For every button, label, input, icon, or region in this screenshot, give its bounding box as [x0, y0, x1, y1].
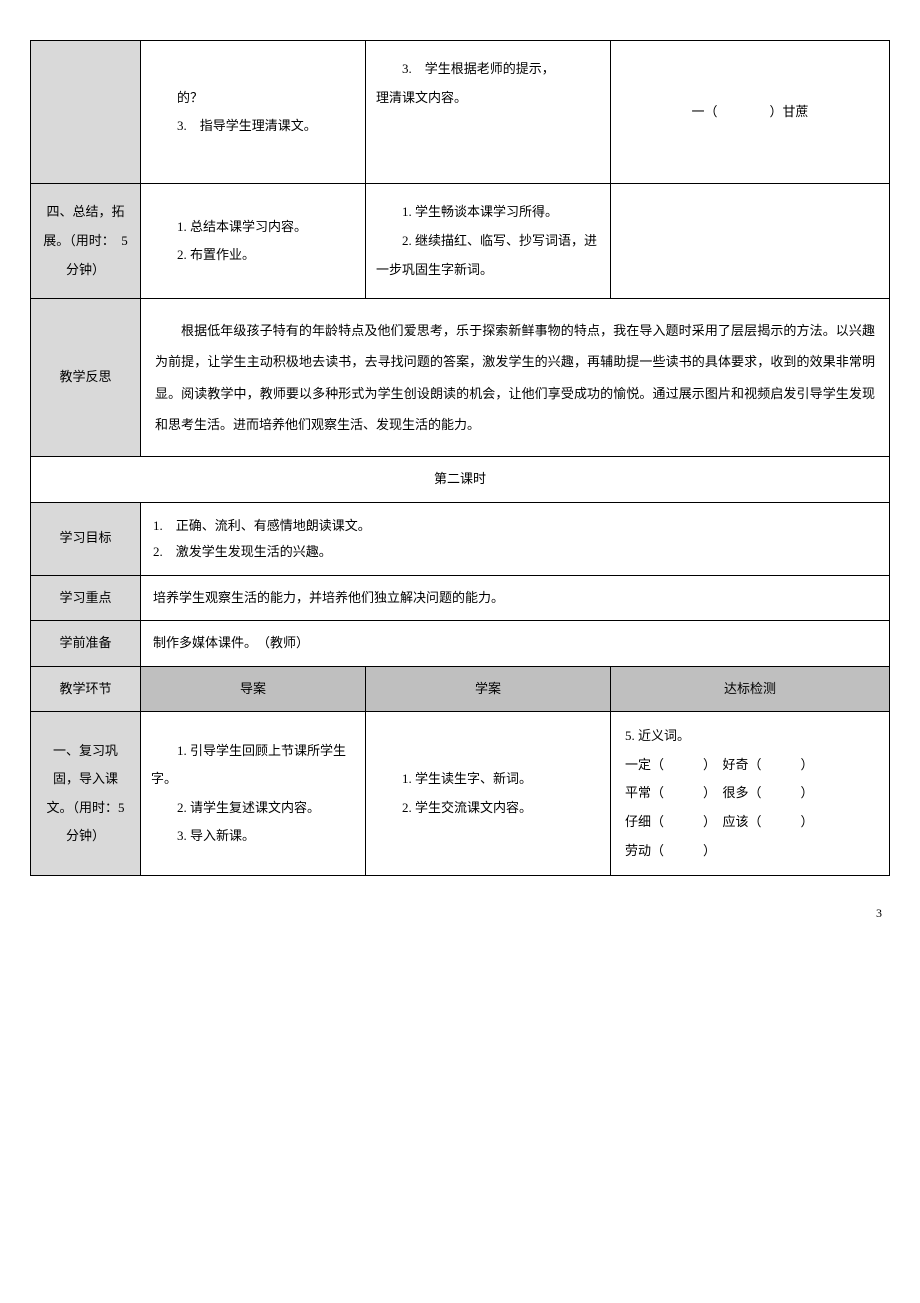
focus-text: 培养学生观察生活的能力，并培养他们独立解决问题的能力。 [153, 590, 504, 605]
reflect-cell: 根据低年级孩子特有的年龄特点及他们爱思考，乐于探索新鲜事物的特点，我在导入题时采… [141, 299, 890, 457]
page: 的？ 3. 指导学生理清课文。 3. 学生根据老师的提示， 理清课文内容。 一（… [30, 40, 890, 921]
table-row: 一、复习巩固，导入课文。（用时：5 分钟） 1. 引导学生回顾上节课所学生字。 … [31, 712, 890, 876]
table-row: 第二课时 [31, 456, 890, 502]
test-title: 5. 近义词。 [625, 722, 875, 751]
stage-label: 一、复习巩固，导入课文。（用时：5 分钟） [46, 743, 124, 844]
goal-label: 学习目标 [59, 530, 111, 545]
test-line: 平常（ ） 很多（ ） [625, 779, 875, 808]
case-text: 2. 学生交流课文内容。 [376, 794, 600, 823]
test-cell: 一（ ）甘蔗 [611, 41, 890, 184]
focus-label: 学习重点 [59, 590, 111, 605]
test-cell: 5. 近义词。 一定（ ） 好奇（ ） 平常（ ） 很多（ ） 仔细（ ） 应该… [611, 712, 890, 876]
focus-cell: 培养学生观察生活的能力，并培养他们独立解决问题的能力。 [141, 575, 890, 621]
goal-cell: 1. 正确、流利、有感情地朗读课文。 2. 激发学生发现生活的兴趣。 [141, 502, 890, 575]
header-case: 学案 [366, 666, 611, 712]
stage-label-cell: 四、总结，拓展。（用时： 5分钟） [31, 184, 141, 299]
guide-cell: 的？ 3. 指导学生理清课文。 [141, 41, 366, 184]
stage-label: 四、总结，拓展。（用时： 5分钟） [43, 204, 128, 276]
header-env: 教学环节 [31, 666, 141, 712]
case-cell: 1. 学生读生字、新词。 2. 学生交流课文内容。 [366, 712, 611, 876]
guide-text: 3. 导入新课。 [151, 822, 355, 851]
table-header-row: 教学环节 导案 学案 达标检测 [31, 666, 890, 712]
focus-label-cell: 学习重点 [31, 575, 141, 621]
header-label: 达标检测 [724, 681, 776, 696]
header-label: 学案 [475, 681, 501, 696]
lesson-title-cell: 第二课时 [31, 456, 890, 502]
guide-text: 1. 引导学生回顾上节课所学生字。 [151, 737, 355, 794]
stage-label-cell: 一、复习巩固，导入课文。（用时：5 分钟） [31, 712, 141, 876]
prep-text: 制作多媒体课件。 （教师） [153, 635, 309, 650]
case-cell: 3. 学生根据老师的提示， 理清课文内容。 [366, 41, 611, 184]
case-text: 3. 学生根据老师的提示， [376, 55, 600, 84]
reflect-text: 根据低年级孩子特有的年龄特点及他们爱思考，乐于探索新鲜事物的特点，我在导入题时采… [155, 315, 875, 440]
stage-label-cell [31, 41, 141, 184]
guide-text: 2. 布置作业。 [151, 241, 355, 270]
case-cell: 1. 学生畅谈本课学习所得。 2. 继续描红、临写、抄写词语，进一步巩固生字新词… [366, 184, 611, 299]
header-label: 教学环节 [59, 681, 111, 696]
header-test: 达标检测 [611, 666, 890, 712]
guide-cell: 1. 引导学生回顾上节课所学生字。 2. 请学生复述课文内容。 3. 导入新课。 [141, 712, 366, 876]
page-number: 3 [30, 906, 890, 921]
prep-label: 学前准备 [59, 635, 111, 650]
lesson-title: 第二课时 [434, 471, 486, 486]
header-label: 导案 [240, 681, 266, 696]
goal-label-cell: 学习目标 [31, 502, 141, 575]
guide-cell: 1. 总结本课学习内容。 2. 布置作业。 [141, 184, 366, 299]
test-cell [611, 184, 890, 299]
guide-text: 3. 指导学生理清课文。 [151, 112, 355, 141]
table-row: 学前准备 制作多媒体课件。 （教师） [31, 621, 890, 667]
case-text: 理清课文内容。 [376, 84, 600, 113]
goal-text: 2. 激发学生发现生活的兴趣。 [153, 539, 877, 565]
case-text: 2. 继续描红、临写、抄写词语，进一步巩固生字新词。 [376, 227, 600, 284]
prep-label-cell: 学前准备 [31, 621, 141, 667]
prep-cell: 制作多媒体课件。 （教师） [141, 621, 890, 667]
table-row: 学习重点 培养学生观察生活的能力，并培养他们独立解决问题的能力。 [31, 575, 890, 621]
table-row: 的？ 3. 指导学生理清课文。 3. 学生根据老师的提示， 理清课文内容。 一（… [31, 41, 890, 184]
guide-text: 2. 请学生复述课文内容。 [151, 794, 355, 823]
test-text: 一（ ）甘蔗 [621, 98, 879, 127]
test-line: 一定（ ） 好奇（ ） [625, 751, 875, 780]
goal-text: 1. 正确、流利、有感情地朗读课文。 [153, 513, 877, 539]
table-row: 学习目标 1. 正确、流利、有感情地朗读课文。 2. 激发学生发现生活的兴趣。 [31, 502, 890, 575]
reflect-label: 教学反思 [59, 369, 111, 384]
header-guide: 导案 [141, 666, 366, 712]
test-line: 仔细（ ） 应该（ ） [625, 808, 875, 837]
case-text: 1. 学生畅谈本课学习所得。 [376, 198, 600, 227]
case-text: 1. 学生读生字、新词。 [376, 765, 600, 794]
reflect-label-cell: 教学反思 [31, 299, 141, 457]
table-row: 教学反思 根据低年级孩子特有的年龄特点及他们爱思考，乐于探索新鲜事物的特点，我在… [31, 299, 890, 457]
guide-text: 的？ [151, 84, 355, 113]
guide-text: 1. 总结本课学习内容。 [151, 213, 355, 242]
lesson-plan-table: 的？ 3. 指导学生理清课文。 3. 学生根据老师的提示， 理清课文内容。 一（… [30, 40, 890, 876]
table-row: 四、总结，拓展。（用时： 5分钟） 1. 总结本课学习内容。 2. 布置作业。 … [31, 184, 890, 299]
test-line: 劳动（ ） [625, 837, 875, 866]
